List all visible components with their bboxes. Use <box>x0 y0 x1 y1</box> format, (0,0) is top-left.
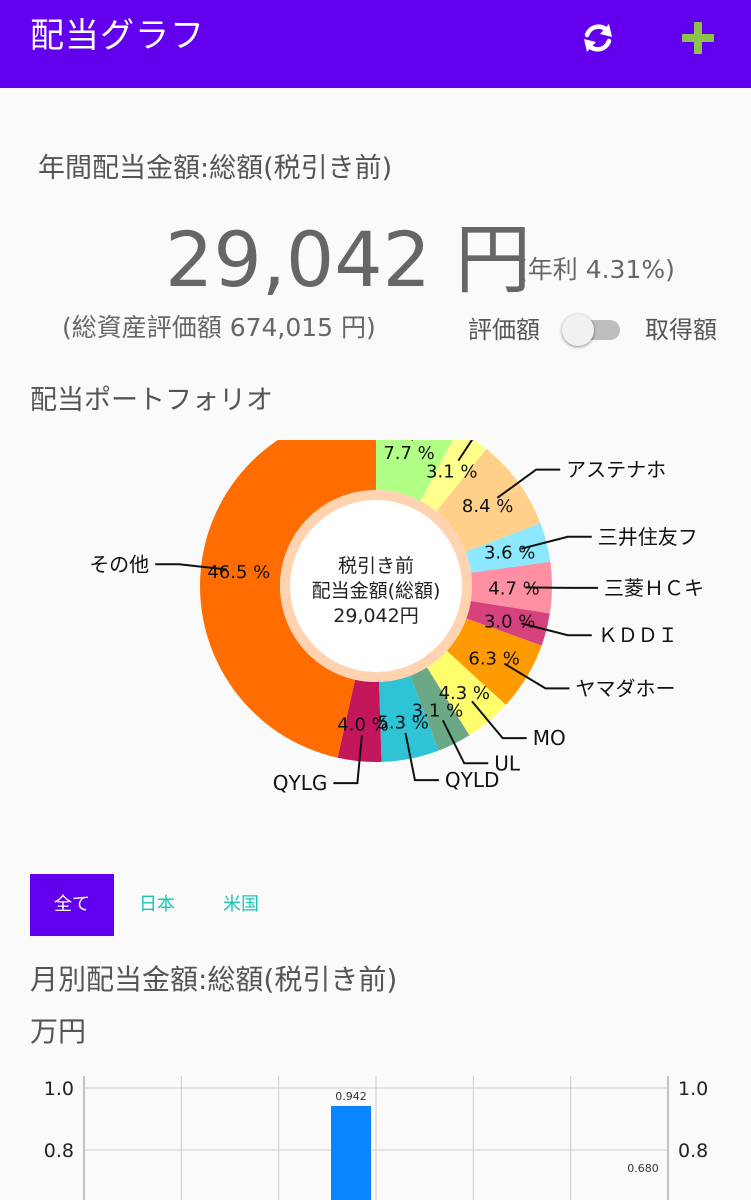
slice-9-wedge[interactable] <box>410 667 470 751</box>
y-tick-right: 0.8 <box>678 1140 708 1162</box>
slice-11-wedge[interactable] <box>337 679 382 762</box>
slice-8-leader-line <box>471 700 527 740</box>
slice-11-percent: 4.0 % <box>337 714 388 735</box>
slice-12-percent: 46.5 % <box>207 562 270 583</box>
slice-2-wedge[interactable] <box>420 440 487 512</box>
slice-6-wedge[interactable] <box>466 601 550 646</box>
portfolio-donut-chart: 税引き前 配当金額(総額) 29,042円 7.7 %3.1 %8.4 %3.6… <box>89 440 704 795</box>
app-title: 配当グラフ <box>30 16 205 56</box>
bar-1-value-label: 0.942 <box>335 1090 367 1103</box>
slice-7-wedge[interactable] <box>446 618 542 705</box>
monthly-unit-label: 万円 <box>30 1015 87 1048</box>
slice-10-label: QYLD <box>445 768 500 792</box>
slice-11-leader-line <box>333 735 363 785</box>
annual-yield: (年利 4.31%) <box>518 255 675 284</box>
slice-8-label: MO <box>533 726 566 750</box>
slice-4-wedge[interactable] <box>465 523 551 573</box>
valuation-toggle[interactable] <box>562 314 622 346</box>
donut-center-line1: 税引き前 <box>338 555 414 577</box>
app-bar: 配当グラフ <box>0 0 751 88</box>
slice-8-percent: 4.3 % <box>439 683 490 704</box>
toggle-label-cost: 取得額 <box>645 316 717 344</box>
monthly-dividend-bar-chart: 1.0 1.0 0.8 0.8 0.942 0.680 <box>44 1076 708 1200</box>
annual-dividend-total: 29,042 円 <box>165 215 532 304</box>
tab-all[interactable]: 全て <box>30 874 114 936</box>
bar-extra-value-label: 0.680 <box>627 1162 659 1175</box>
slice-11-label: QYLG <box>273 771 328 795</box>
slice-3-wedge[interactable] <box>436 448 541 552</box>
slice-3-label: アステナホ <box>566 458 666 482</box>
toggle-thumb <box>562 314 594 346</box>
plus-icon[interactable] <box>676 16 720 60</box>
total-assets: (総資産評価額 674,015 円) <box>62 313 376 342</box>
slice-12-wedge[interactable] <box>200 440 376 758</box>
slice-3-percent: 8.4 % <box>462 496 513 517</box>
y-tick-left: 1.0 <box>44 1078 74 1100</box>
slice-7-label: ヤマダホー <box>575 676 675 700</box>
donut-center-line2: 配当金額(総額) <box>312 580 441 602</box>
toggle-label-valuation: 評価額 <box>468 316 540 344</box>
portfolio-heading: 配当ポートフォリオ <box>30 385 273 416</box>
donut-hole <box>290 500 462 672</box>
slice-4-leader-line <box>521 535 592 550</box>
slice-5-label: 三菱ＨＣキ <box>604 576 704 600</box>
slice-5-percent: 4.7 % <box>488 578 539 599</box>
slice-8-wedge[interactable] <box>426 650 506 736</box>
tab-us[interactable]: 米国 <box>223 894 259 915</box>
slice-6-label: ＫＤＤＩ <box>598 623 678 647</box>
slice-1-percent: 7.7 % <box>383 443 434 464</box>
slice-6-leader-line <box>521 622 592 637</box>
slice-4-label: 三井住友フ <box>598 525 698 549</box>
slice-10-wedge[interactable] <box>379 675 439 762</box>
tab-japan[interactable]: 日本 <box>139 894 175 915</box>
slice-2-percent: 3.1 % <box>426 462 477 483</box>
monthly-dividend-heading: 月別配当金額:総額(税引き前) <box>30 963 398 996</box>
slice-3-leader-line <box>496 468 561 499</box>
slice-6-percent: 3.0 % <box>484 611 535 632</box>
slice-9-percent: 3.1 % <box>412 701 463 722</box>
slice-5-wedge[interactable] <box>470 561 552 614</box>
slice-12-label: その他 <box>89 552 149 576</box>
slice-9-label: UL <box>494 751 521 775</box>
slice-12-leader-line <box>155 563 228 571</box>
slice-10-percent: 5.3 % <box>377 712 428 733</box>
refresh-icon[interactable] <box>576 16 620 60</box>
y-tick-right: 1.0 <box>678 1078 708 1100</box>
bar-1[interactable] <box>331 1105 371 1200</box>
annual-dividend-heading: 年間配当金額:総額(税引き前) <box>38 153 393 184</box>
slice-1-wedge[interactable] <box>376 440 458 502</box>
slice-9-leader-line <box>441 719 489 765</box>
slice-7-percent: 6.3 % <box>468 648 519 669</box>
slice-7-leader-line <box>503 662 570 690</box>
donut-center-line3: 29,042円 <box>333 605 418 627</box>
y-tick-left: 0.8 <box>44 1140 74 1162</box>
slice-4-percent: 3.6 % <box>484 543 535 564</box>
slice-2-leader-line <box>457 440 474 462</box>
slice-10-leader-line <box>404 732 439 782</box>
